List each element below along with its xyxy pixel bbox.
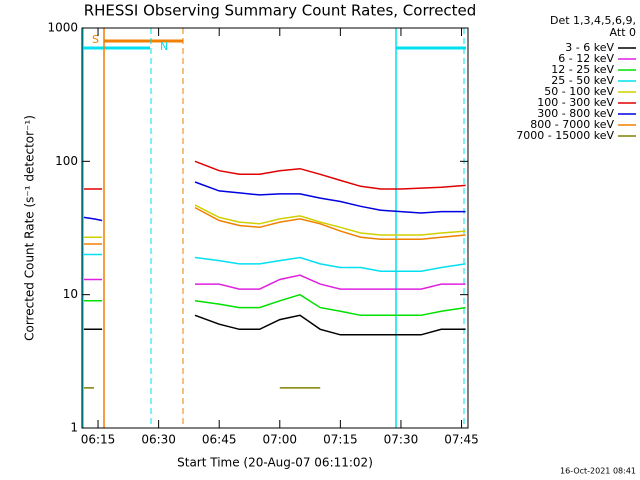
legend-label: 100 - 300 keV: [537, 96, 614, 109]
legend-label: 25 - 50 keV: [551, 74, 614, 87]
y-tick-label: 100: [55, 154, 78, 168]
x-tick-label: 07:15: [323, 433, 358, 447]
series-line: [83, 204, 466, 238]
legend-label: 300 - 800 keV: [537, 107, 614, 120]
x-axis-label: Start Time (20-Aug-07 06:11:02): [177, 456, 373, 470]
chart-title: RHESSI Observing Summary Count Rates, Co…: [84, 2, 477, 20]
series-line: [83, 206, 466, 245]
series-line: [83, 160, 466, 190]
series-line: [83, 293, 466, 317]
flag-label: S: [92, 33, 99, 46]
footer-date: 16-Oct-2021 08:41: [560, 467, 636, 476]
legend-title: Det 1,3,4,5,6,9,: [550, 14, 636, 27]
legend-label: 12 - 25 keV: [551, 63, 614, 76]
legend-title: Att 0: [610, 26, 636, 39]
legend-label: 800 - 7000 keV: [530, 118, 614, 131]
x-tick-label: 06:45: [202, 433, 237, 447]
y-tick-label: 1: [70, 421, 78, 435]
series-line: [83, 253, 466, 272]
legend-label: 50 - 100 keV: [544, 85, 614, 98]
y-tick-label: 1000: [47, 21, 78, 35]
x-tick-label: 07:45: [444, 433, 479, 447]
legend-label: 6 - 12 keV: [558, 52, 614, 65]
x-tick-label: 07:30: [384, 433, 419, 447]
flag-label: N: [160, 40, 168, 53]
series-line: [83, 314, 466, 336]
x-tick-label: 06:30: [141, 433, 176, 447]
series-line: [83, 274, 466, 290]
legend-label: 3 - 6 keV: [565, 41, 614, 54]
plot-frame: [81, 27, 469, 429]
x-tick-label: 07:00: [262, 433, 297, 447]
y-tick-label: 10: [63, 287, 78, 301]
x-tick-label: 06:15: [81, 433, 116, 447]
legend-label: 7000 - 15000 keV: [516, 129, 614, 142]
series-line: [83, 181, 466, 222]
y-axis-label: Corrected Count Rate (s⁻¹ detector⁻¹): [23, 115, 37, 341]
